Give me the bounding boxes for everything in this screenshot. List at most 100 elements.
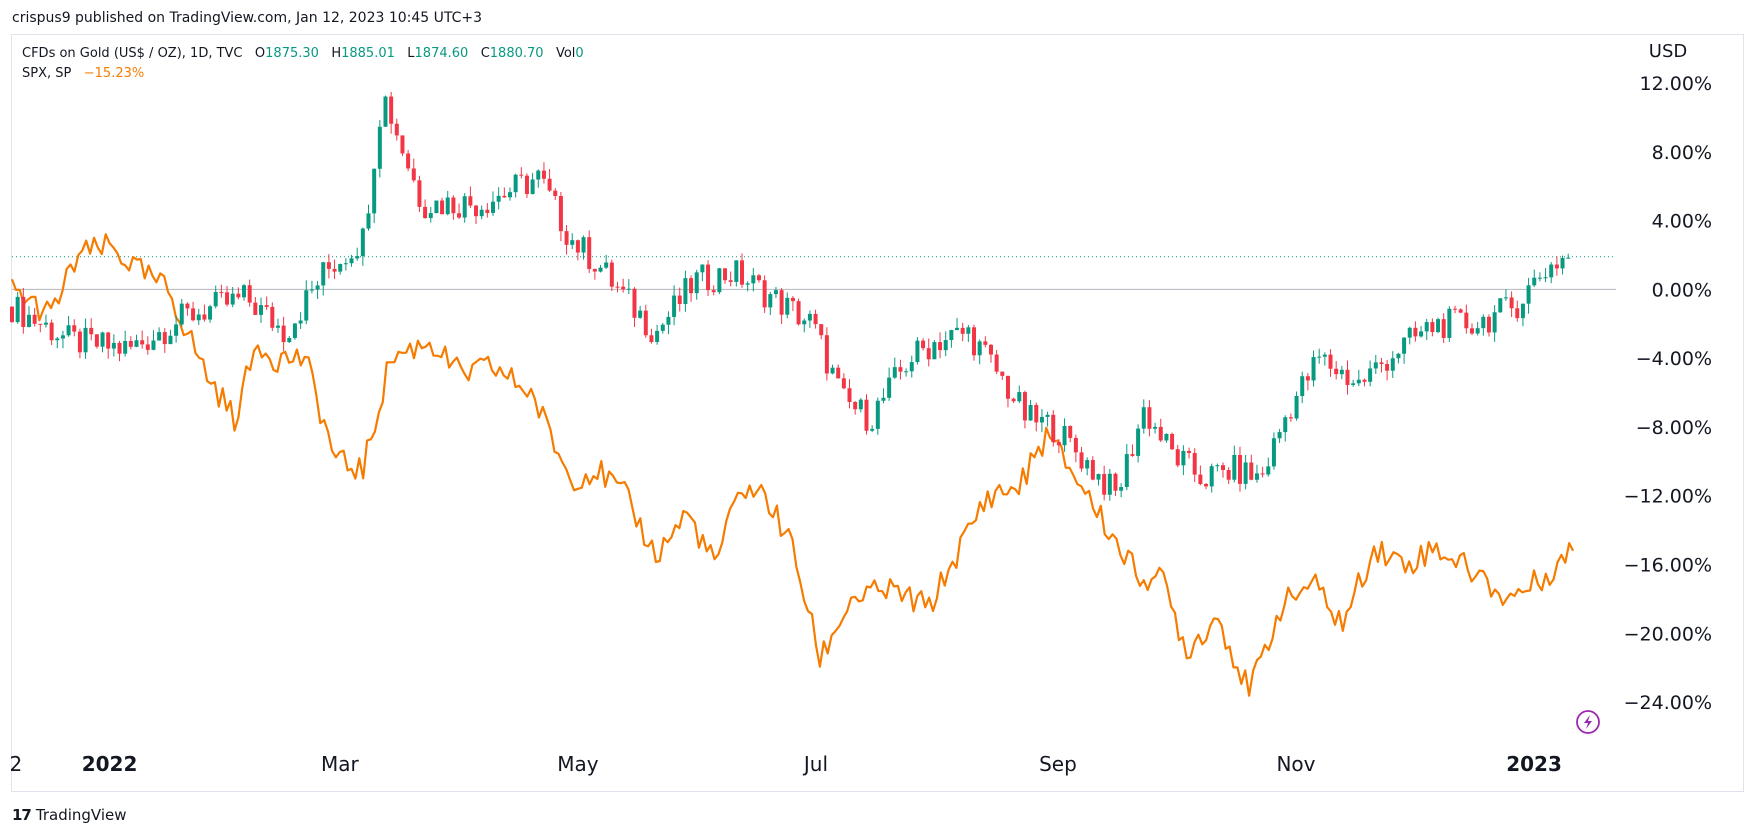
candle-body <box>21 296 26 327</box>
candle-body <box>1028 404 1033 421</box>
candle-body <box>1351 383 1356 385</box>
candle-body <box>1158 426 1163 441</box>
candle-body <box>1226 470 1231 480</box>
candle-body <box>292 323 297 339</box>
candle-body <box>1469 328 1474 334</box>
candle-body <box>32 314 37 324</box>
candle-body <box>1260 473 1265 475</box>
candle-body <box>1430 322 1435 333</box>
candle-body <box>621 286 626 290</box>
candle-body <box>1503 297 1508 299</box>
candle-body <box>468 196 473 206</box>
candle-body <box>632 288 637 318</box>
candle-body <box>1271 438 1276 467</box>
candle-body <box>1436 319 1441 333</box>
candle-body <box>723 268 728 281</box>
candle-body <box>106 332 111 349</box>
x-tick-label: Sep <box>1039 752 1077 776</box>
candle-body <box>904 371 909 373</box>
candle-body <box>72 325 77 332</box>
footer-brand[interactable]: 17 TradingView <box>12 806 127 824</box>
candle-body <box>1198 474 1203 484</box>
candle-body <box>1102 473 1107 495</box>
candle-body <box>1249 462 1254 480</box>
candle-body <box>655 330 660 342</box>
candle-body <box>717 268 722 293</box>
candle-body <box>638 310 643 318</box>
candle-body <box>77 331 82 353</box>
candle-body <box>1022 392 1027 421</box>
candle-body <box>111 342 116 349</box>
candle-body <box>145 344 150 350</box>
candle-body <box>1334 368 1339 375</box>
candle-body <box>1317 356 1322 358</box>
candle-body <box>1181 450 1186 466</box>
candle-body <box>807 313 812 321</box>
candle-body <box>1560 257 1565 269</box>
candle-body <box>343 263 348 265</box>
candle-body <box>1153 426 1158 429</box>
candle-body <box>1549 264 1554 278</box>
candle-body <box>43 322 48 325</box>
candle-body <box>960 327 965 334</box>
candle-body <box>598 267 603 272</box>
candle-body <box>1526 285 1531 304</box>
candle-body <box>915 340 920 363</box>
candle-body <box>864 399 869 431</box>
open-label: O <box>254 46 266 61</box>
candle-body <box>1232 454 1237 480</box>
compare-symbol-name[interactable]: SPX, SP <box>22 66 72 81</box>
candle-body <box>790 297 795 302</box>
candle-body <box>666 316 671 325</box>
candle-body <box>700 264 705 273</box>
candle-body <box>739 260 744 285</box>
candle-body <box>264 305 269 307</box>
candle-body <box>728 280 733 282</box>
chart-legend: CFDs on Gold (US$ / OZ), 1D, TVC O1875.3… <box>22 44 584 84</box>
candle-body <box>1221 465 1226 471</box>
candle-body <box>558 196 563 232</box>
candle-body <box>117 342 122 354</box>
candle-body <box>570 240 575 245</box>
candle-body <box>394 123 399 136</box>
candle-body <box>1464 312 1469 329</box>
candle-body <box>1056 442 1061 446</box>
candle-body <box>1051 414 1056 443</box>
candle-body <box>1543 277 1548 279</box>
candle-body <box>1136 428 1141 456</box>
gold-legend-row: CFDs on Gold (US$ / OZ), 1D, TVC O1875.3… <box>22 44 584 64</box>
x-tick-label: May <box>557 752 599 776</box>
lightning-icon[interactable] <box>1576 710 1600 734</box>
candle-body <box>604 262 609 268</box>
candle-body <box>660 324 665 331</box>
candle-body <box>909 362 914 372</box>
candle-body <box>892 367 897 378</box>
y-tick-label: 0.00% <box>1652 279 1712 301</box>
candle-body <box>853 401 858 410</box>
candle-body <box>1515 308 1520 319</box>
footer-brand-text: TradingView <box>35 806 127 824</box>
candle-body <box>49 322 54 341</box>
volume-value: 0 <box>575 46 584 61</box>
close-label: C <box>480 46 490 61</box>
candle-body <box>1164 433 1169 441</box>
candle-body <box>994 354 999 372</box>
candle-body <box>541 170 546 179</box>
candle-body <box>208 306 213 320</box>
candle-body <box>332 268 337 272</box>
candle-body <box>575 240 580 253</box>
compare-change-value: −15.23% <box>83 66 145 81</box>
candle-body <box>949 330 954 341</box>
candle-body <box>360 228 365 257</box>
chart-frame <box>11 34 1744 792</box>
candle-body <box>1147 407 1152 429</box>
candle-body <box>196 314 201 321</box>
symbol-name[interactable]: CFDs on Gold (US$ / OZ), 1D, TVC <box>22 46 243 61</box>
candle-body <box>1034 404 1039 423</box>
candle-body <box>83 327 88 353</box>
candle-body <box>875 400 880 429</box>
candle-body <box>1237 454 1242 484</box>
candle-body <box>921 340 926 349</box>
candle-body <box>1402 337 1407 354</box>
